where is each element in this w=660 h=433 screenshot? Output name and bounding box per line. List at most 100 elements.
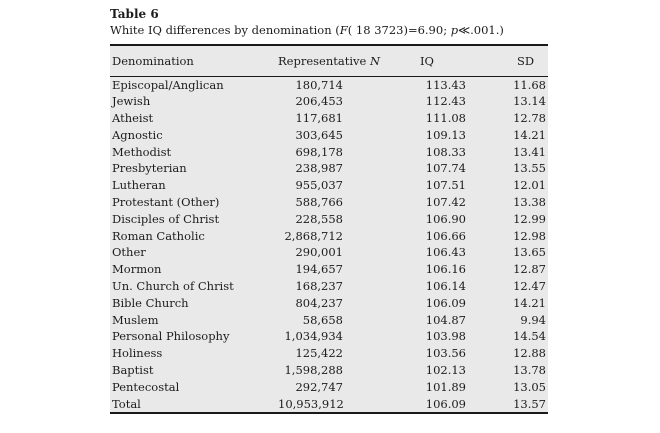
representative-n-cell: 125,422 bbox=[295, 346, 343, 361]
table-row: Bible Church 804,237 106.09 14.21 bbox=[110, 295, 548, 312]
denomination-cell: Lutheran bbox=[112, 178, 166, 193]
iq-cell: 106.66 bbox=[425, 228, 466, 243]
sd-cell: 9.94 bbox=[520, 312, 546, 327]
denomination-cell: Methodist bbox=[112, 144, 172, 159]
representative-n-cell: 1,598,288 bbox=[284, 363, 343, 378]
table-row: Total 10,953,912 106.09 13.57 bbox=[110, 396, 548, 414]
iq-cell: 109.13 bbox=[425, 127, 466, 142]
representative-label: Representative bbox=[278, 53, 367, 68]
table-caption: White IQ differences by denomination (F(… bbox=[110, 23, 548, 38]
denomination-cell: Total bbox=[112, 396, 141, 411]
col-header-sd: SD bbox=[466, 45, 548, 77]
denomination-cell: Disciples of Christ bbox=[112, 211, 220, 226]
representative-n-cell: 292,747 bbox=[295, 379, 343, 394]
sd-cell: 13.65 bbox=[513, 245, 546, 260]
table-title: Table 6 bbox=[110, 7, 159, 21]
denomination-cell: Atheist bbox=[112, 111, 154, 126]
table-row: Disciples of Christ 228,558 106.90 12.99 bbox=[110, 211, 548, 228]
iq-cell: 103.98 bbox=[425, 329, 466, 344]
sd-cell: 13.05 bbox=[513, 379, 546, 394]
table-row: Pentecostal 292,747 101.89 13.05 bbox=[110, 379, 548, 396]
denomination-cell: Roman Catholic bbox=[112, 228, 205, 243]
representative-n-cell: 180,714 bbox=[295, 77, 343, 92]
denomination-cell: Episcopal/Anglican bbox=[112, 77, 224, 92]
representative-n-cell: 117,681 bbox=[295, 111, 343, 126]
table-row: Holiness 125,422 103.56 12.88 bbox=[110, 345, 548, 362]
table-row: Personal Philosophy 1,034,934 103.98 14.54 bbox=[110, 328, 548, 345]
denomination-cell: Bible Church bbox=[112, 295, 189, 310]
caption-f-symbol: F bbox=[339, 23, 348, 37]
n-italic-label: N bbox=[369, 53, 381, 68]
denomination-cell: Mormon bbox=[112, 262, 162, 277]
table-row: Presbyterian 238,987 107.74 13.55 bbox=[110, 160, 548, 177]
representative-n-cell: 194,657 bbox=[295, 262, 343, 277]
col-header-iq: IQ bbox=[343, 45, 466, 77]
sd-cell: 12.87 bbox=[513, 262, 546, 277]
denomination-cell: Protestant (Other) bbox=[112, 195, 220, 210]
denomination-cell: Presbyterian bbox=[112, 161, 187, 176]
representative-n-cell: 228,558 bbox=[295, 211, 343, 226]
representative-n-cell: 206,453 bbox=[295, 94, 343, 109]
iq-by-denomination-table: Denomination Representative N IQ SD Epis… bbox=[110, 44, 548, 415]
representative-n-cell: 58,658 bbox=[302, 312, 343, 327]
representative-n-cell: 238,987 bbox=[295, 161, 343, 176]
representative-n-cell: 290,001 bbox=[295, 245, 343, 260]
sd-cell: 12.98 bbox=[513, 228, 546, 243]
iq-cell: 111.08 bbox=[425, 111, 466, 126]
denomination-cell: Personal Philosophy bbox=[112, 329, 230, 344]
table-row: Baptist 1,598,288 102.13 13.78 bbox=[110, 362, 548, 379]
sd-cell: 14.21 bbox=[513, 295, 546, 310]
table-row: Agnostic 303,645 109.13 14.21 bbox=[110, 127, 548, 144]
sd-cell: 12.99 bbox=[513, 211, 546, 226]
iq-cell: 107.74 bbox=[425, 161, 466, 176]
iq-cell: 102.13 bbox=[425, 363, 466, 378]
sd-cell: 13.55 bbox=[513, 161, 546, 176]
sd-cell: 13.14 bbox=[513, 94, 546, 109]
table-body: Episcopal/Anglican 180,714 113.43 11.68 Jewi… bbox=[110, 76, 548, 413]
caption-f-args: ( 18 3723)=6.90; bbox=[347, 23, 451, 37]
denomination-cell: Jewish bbox=[112, 94, 151, 109]
table-row: Lutheran 955,037 107.51 12.01 bbox=[110, 177, 548, 194]
iq-cell: 106.09 bbox=[425, 396, 466, 411]
caption-p-value: ≪.001.) bbox=[458, 23, 504, 37]
sd-cell: 13.38 bbox=[513, 195, 546, 210]
sd-cell: 14.21 bbox=[513, 127, 546, 142]
table-row: Other 290,001 106.43 13.65 bbox=[110, 244, 548, 261]
sd-cell: 11.68 bbox=[513, 77, 546, 92]
sd-cell: 13.41 bbox=[513, 144, 546, 159]
representative-n-cell: 303,645 bbox=[295, 127, 343, 142]
representative-n-cell: 1,034,934 bbox=[284, 329, 343, 344]
iq-cell: 103.56 bbox=[425, 346, 466, 361]
iq-cell: 107.42 bbox=[425, 195, 466, 210]
caption-p-symbol: p bbox=[450, 23, 459, 37]
table-row: Protestant (Other) 588,766 107.42 13.38 bbox=[110, 194, 548, 211]
table-6-block: Table 6 White IQ differences by denomina… bbox=[110, 7, 548, 415]
sd-cell: 13.57 bbox=[513, 396, 546, 411]
iq-cell: 106.16 bbox=[425, 262, 466, 277]
col-header-representative-n: Representative N bbox=[278, 45, 380, 77]
representative-n-cell: 955,037 bbox=[295, 178, 343, 193]
representative-n-cell: 804,237 bbox=[295, 295, 343, 310]
sd-cell: 12.88 bbox=[513, 346, 546, 361]
table-row: Episcopal/Anglican 180,714 113.43 11.68 bbox=[110, 76, 548, 93]
denomination-cell: Agnostic bbox=[112, 127, 163, 142]
denomination-cell: Muslem bbox=[112, 312, 159, 327]
iq-cell: 106.14 bbox=[425, 279, 466, 294]
table-row: Muslem 58,658 104.87 9.94 bbox=[110, 312, 548, 329]
iq-cell: 113.43 bbox=[425, 77, 466, 92]
iq-cell: 112.43 bbox=[425, 94, 466, 109]
table-row: Methodist 698,178 108.33 13.41 bbox=[110, 144, 548, 161]
iq-cell: 107.51 bbox=[425, 178, 466, 193]
sd-cell: 13.78 bbox=[513, 363, 546, 378]
iq-cell: 106.90 bbox=[425, 211, 466, 226]
representative-n-cell: 698,178 bbox=[295, 144, 343, 159]
denomination-cell: Un. Church of Christ bbox=[112, 279, 234, 294]
iq-cell: 106.09 bbox=[425, 295, 466, 310]
iq-cell: 106.43 bbox=[425, 245, 466, 260]
representative-n-cell: 588,766 bbox=[295, 195, 343, 210]
denomination-cell: Holiness bbox=[112, 346, 163, 361]
table-row: Atheist 117,681 111.08 12.78 bbox=[110, 110, 548, 127]
iq-cell: 108.33 bbox=[425, 144, 466, 159]
denomination-cell: Pentecostal bbox=[112, 379, 180, 394]
